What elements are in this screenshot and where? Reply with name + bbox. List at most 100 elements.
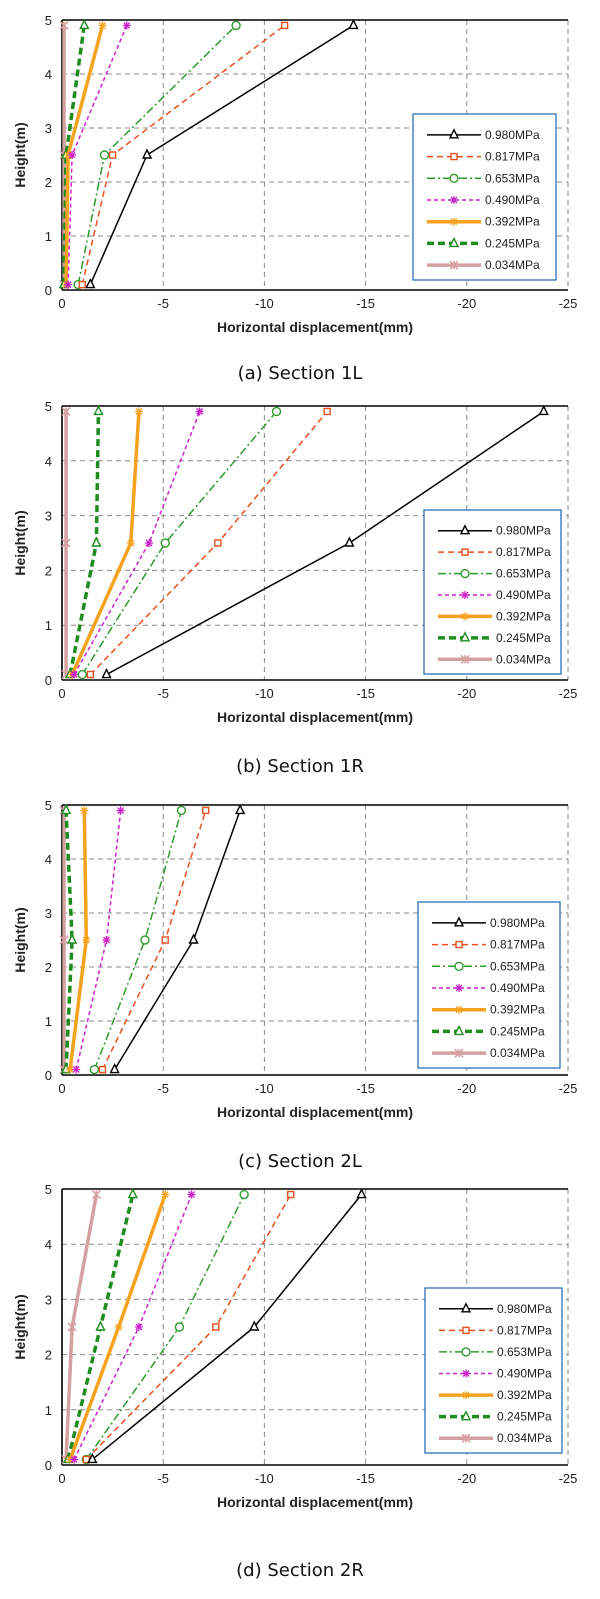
legend-marker — [455, 940, 463, 949]
legend-marker — [448, 236, 460, 248]
chart-caption-1l: (a) Section 1L — [237, 363, 363, 384]
series-line — [67, 25, 128, 285]
y-tick-label: 1 — [45, 1014, 52, 1029]
series-0.817MPa — [98, 806, 210, 1074]
x-tick-label: -25 — [559, 1081, 578, 1096]
y-axis-label: Height(m) — [12, 510, 28, 575]
legend-box — [417, 901, 561, 1069]
data-point — [280, 21, 289, 30]
data-point — [80, 806, 89, 815]
legend-label: 0.245MPa — [490, 1024, 545, 1038]
x-tick-label: -10 — [255, 1471, 274, 1486]
legend-label: 0.245MPa — [485, 236, 540, 250]
series-0.490MPa — [70, 407, 204, 679]
legend-marker — [461, 1347, 471, 1357]
series-0.392MPa — [66, 806, 91, 1074]
legend-label: 0.034MPa — [485, 258, 540, 272]
series-line — [89, 411, 328, 676]
data-point — [60, 803, 72, 815]
x-tick-label: -25 — [559, 1471, 578, 1486]
x-tick-label: -5 — [157, 1471, 169, 1486]
y-tick-label: 0 — [45, 673, 52, 688]
legend-marker — [461, 612, 469, 621]
series-line — [73, 1194, 193, 1460]
legend-label: 0.817MPa — [496, 545, 551, 559]
data-point — [79, 18, 90, 30]
legend-marker — [460, 568, 470, 579]
y-tick-label: 4 — [45, 454, 52, 469]
y-tick-label: 3 — [45, 906, 52, 921]
data-point — [77, 669, 87, 680]
data-point — [109, 1063, 120, 1074]
legend-label: 0.980MPa — [496, 524, 551, 538]
legend: 0.980MPa 0.817MPa 0.653MPa 0.490MPa 0.392MPa… — [423, 509, 562, 675]
legend-label: 0.490MPa — [490, 981, 545, 995]
data-point — [95, 1320, 106, 1331]
series-line — [64, 1194, 99, 1460]
data-point — [98, 1065, 107, 1074]
legend-marker — [453, 916, 465, 927]
data-point — [344, 536, 355, 547]
x-tick-label: -20 — [457, 1081, 476, 1096]
data-point — [127, 1187, 138, 1199]
data-point — [61, 538, 71, 548]
legend-marker — [449, 260, 459, 270]
series-0.490MPa — [70, 1190, 196, 1464]
series-0.392MPa — [66, 1190, 170, 1464]
legend-box — [424, 1287, 563, 1454]
legend-label: 0.392MPa — [497, 1388, 552, 1402]
data-point — [188, 933, 199, 944]
data-point — [91, 1189, 101, 1200]
data-point — [126, 539, 135, 547]
series-0.980MPa — [85, 18, 359, 289]
series-0.817MPa — [82, 1190, 295, 1464]
legend-label: 0.490MPa — [485, 193, 540, 207]
series-0.034MPa — [61, 406, 71, 680]
legend-marker — [460, 1410, 472, 1421]
y-tick-label: 2 — [45, 960, 52, 975]
data-point — [161, 1190, 170, 1199]
chart-1r: 0 -5 -10 -15 -20 -25 0 1 2 3 4 5 Horizontal displace… — [12, 399, 577, 725]
data-point — [538, 404, 549, 416]
data-point — [141, 148, 153, 159]
chart-caption-2r: (d) Section 2R — [236, 1560, 364, 1581]
data-point — [67, 1322, 77, 1332]
data-point — [140, 935, 150, 945]
legend-marker — [450, 196, 458, 204]
data-point — [99, 150, 110, 160]
y-tick-label: 1 — [45, 618, 52, 633]
chart-2l: 0 -5 -10 -15 -20 -25 0 1 2 3 4 5 Horizontal displace… — [12, 798, 578, 1120]
data-point — [202, 806, 210, 815]
x-tick-label: -10 — [255, 686, 274, 701]
legend-label: 0.653MPa — [496, 567, 551, 581]
chart-panel-1l: 0 -5 -10 -15 -20 -25 0 1 2 3 4 5 Horizontal displace… — [0, 0, 600, 400]
legend-label: 0.817MPa — [485, 150, 540, 164]
x-tick-label: -25 — [559, 296, 578, 311]
data-point — [145, 539, 154, 547]
x-tick-label: -5 — [157, 296, 169, 311]
chart-panel-2r: 0 -5 -10 -15 -20 -25 0 1 2 3 4 5 Horizontal displace… — [0, 1175, 600, 1581]
series-0.980MPa — [101, 404, 549, 679]
legend-label: 0.245MPa — [497, 1410, 552, 1424]
chart-caption-1r: (b) Section 1R — [236, 756, 364, 777]
data-point — [78, 280, 86, 289]
x-tick-label: -15 — [356, 296, 375, 311]
legend-marker — [453, 1024, 465, 1036]
data-point — [122, 21, 131, 30]
legend-marker — [455, 984, 463, 992]
data-point — [239, 1189, 249, 1200]
series-0.817MPa — [86, 407, 331, 679]
data-point — [101, 667, 112, 679]
y-tick-label: 0 — [45, 1068, 52, 1083]
data-point — [64, 151, 73, 159]
data-point — [348, 18, 359, 30]
legend-marker — [450, 152, 458, 161]
series-0.034MPa — [61, 1189, 101, 1465]
data-point — [93, 404, 104, 416]
series-0.245MPa — [64, 404, 104, 679]
data-point — [187, 1190, 196, 1199]
x-tick-label: -20 — [457, 1471, 476, 1486]
series-line — [89, 24, 354, 285]
legend-marker — [450, 217, 458, 226]
y-tick-label: 0 — [45, 1458, 52, 1473]
